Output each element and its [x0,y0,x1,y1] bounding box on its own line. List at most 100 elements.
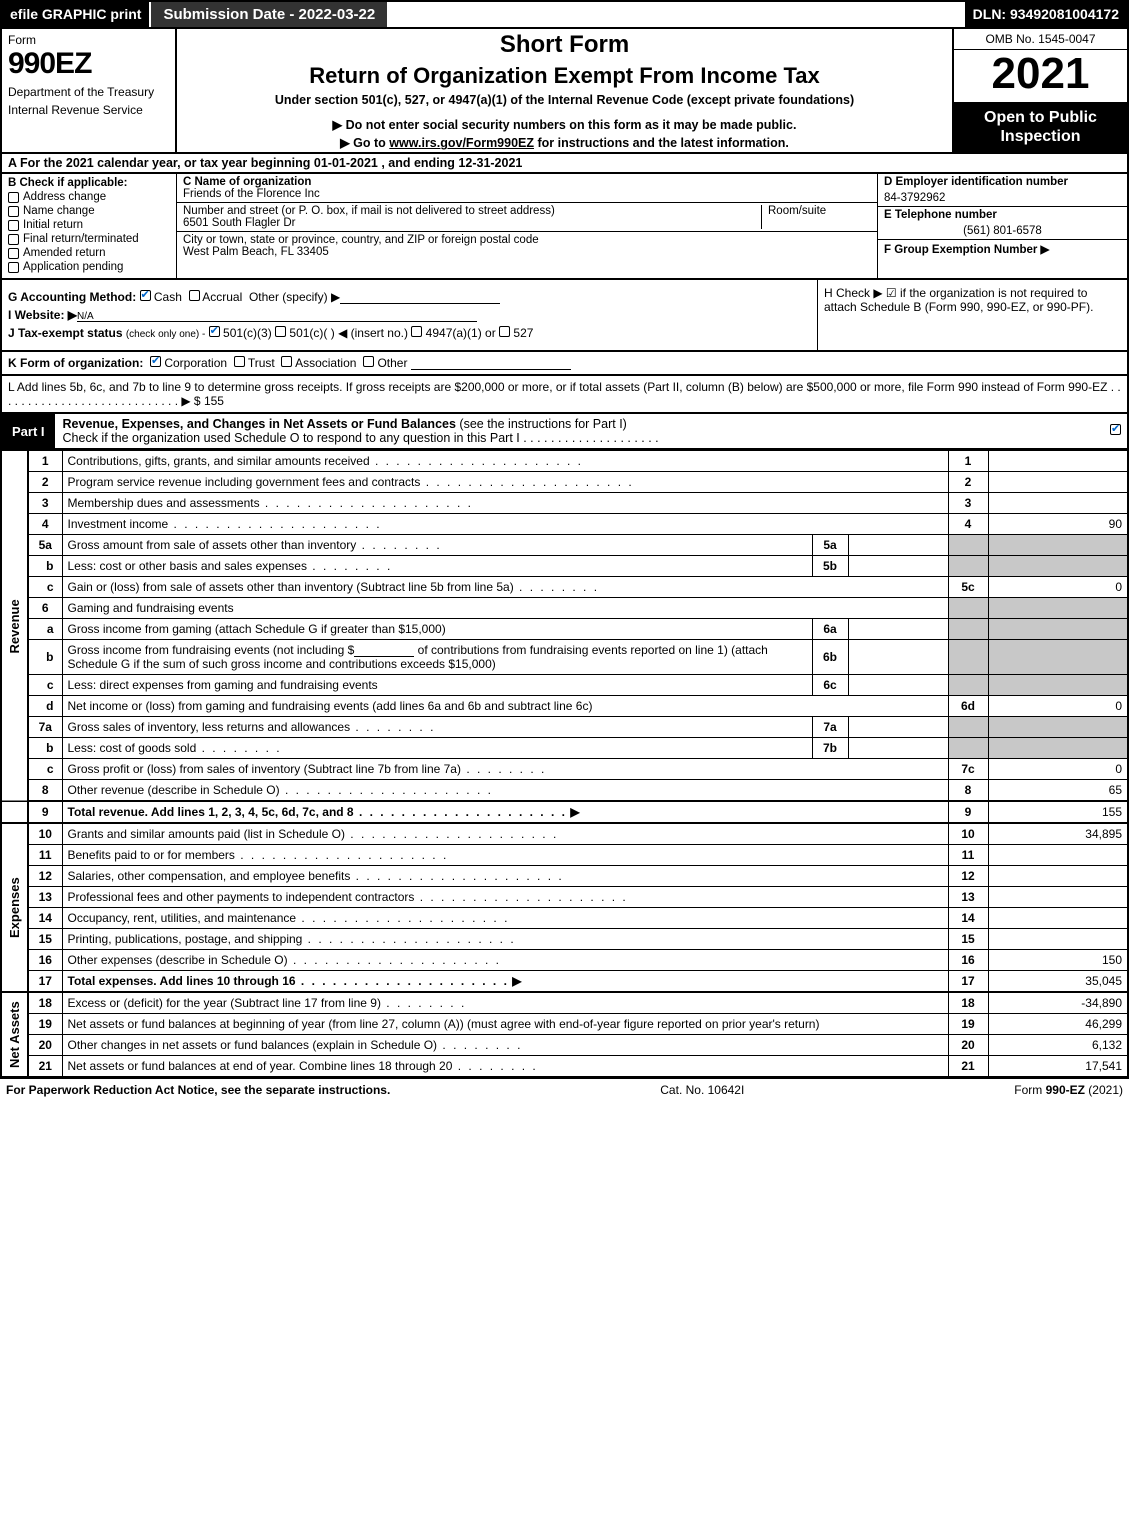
j-label: J Tax-exempt status [8,326,123,340]
line-rn: 1 [948,451,988,472]
line-num: 2 [28,472,62,493]
checkbox-527[interactable] [499,326,510,337]
footer-right-post: (2021) [1085,1083,1123,1097]
sub-label: 6a [812,619,848,640]
j-501c3: 501(c)(3) [223,326,272,340]
line-rn-grey [948,535,988,556]
goto-link[interactable]: www.irs.gov/Form990EZ [389,136,534,150]
line-rn-grey [948,675,988,696]
g-other-field[interactable] [340,290,500,304]
line-rn-grey [948,640,988,675]
table-row: 7a Gross sales of inventory, less return… [1,717,1128,738]
part-1-subtitle: Check if the organization used Schedule … [63,431,659,445]
k-trust: Trust [248,356,275,370]
table-row: 12 Salaries, other compensation, and emp… [1,866,1128,887]
line-desc: Gain or (loss) from sale of assets other… [68,580,600,594]
sub-val [848,535,948,556]
line-num: 14 [28,908,62,929]
checkbox-501c[interactable] [275,326,286,337]
line-rv: 90 [988,514,1128,535]
line-rn: 2 [948,472,988,493]
k-other-field[interactable] [411,356,571,370]
line-desc: Contributions, gifts, grants, and simila… [68,454,584,468]
goto-post: for instructions and the latest informat… [534,136,789,150]
line-rn: 14 [948,908,988,929]
line-desc: Other revenue (describe in Schedule O) [68,783,493,797]
row-a-tax-year: A For the 2021 calendar year, or tax yea… [0,154,1129,174]
return-of-title: Return of Organization Exempt From Incom… [183,63,946,89]
checkbox-final-return[interactable] [8,234,19,245]
j-501c: 501(c)( ) ◀ (insert no.) [289,326,408,340]
checkbox-initial-return[interactable] [8,220,19,231]
col-d-e-f: D Employer identification number 84-3792… [877,174,1127,278]
line-rn-grey [948,738,988,759]
sub-val [848,717,948,738]
line-desc: Salaries, other compensation, and employ… [68,869,564,883]
checkbox-address-change[interactable] [8,192,19,203]
label-application-pending: Application pending [23,261,123,273]
j-tax-exempt-line: J Tax-exempt status (check only one) - 5… [8,326,811,340]
checkbox-trust[interactable] [234,356,245,367]
checkbox-other-org[interactable] [363,356,374,367]
line-desc: Total expenses. Add lines 10 through 16 [68,974,509,988]
d-ein-label: D Employer identification number [884,176,1068,188]
line-rv [988,845,1128,866]
line-rv-grey [988,619,1128,640]
table-row: d Net income or (loss) from gaming and f… [1,696,1128,717]
topbar: efile GRAPHIC print Submission Date - 20… [0,0,1129,29]
ghi-left: G Accounting Method: Cash Accrual Other … [2,280,817,350]
line-rn: 16 [948,950,988,971]
label-initial-return: Initial return [23,219,83,231]
f-group-exemption-label: F Group Exemption Number ▶ [884,244,1049,256]
line-rv: 155 [988,801,1128,823]
sub-val [848,619,948,640]
table-row: 21 Net assets or fund balances at end of… [1,1056,1128,1078]
line-desc: Occupancy, rent, utilities, and maintena… [68,911,510,925]
sub-val [848,738,948,759]
table-row: 3 Membership dues and assessments 3 [1,493,1128,514]
line-desc: Gross profit or (loss) from sales of inv… [68,762,547,776]
line6b-blank[interactable] [354,643,414,657]
table-row: 9 Total revenue. Add lines 1, 2, 3, 4, 5… [1,801,1128,823]
checkbox-4947[interactable] [411,326,422,337]
line-rn-grey [948,598,988,619]
line-desc: Total revenue. Add lines 1, 2, 3, 4, 5c,… [68,805,567,819]
checkbox-application-pending[interactable] [8,262,19,273]
block-b-through-f: B Check if applicable: Address change Na… [0,174,1129,280]
line-num: 12 [28,866,62,887]
line-rn: 12 [948,866,988,887]
line-rv: 65 [988,780,1128,802]
line-rv [988,887,1128,908]
c-city-label: City or town, state or province, country… [183,234,539,246]
line-num: b [28,556,62,577]
line-rn: 3 [948,493,988,514]
line-num: 10 [28,823,62,845]
checkbox-schedule-o[interactable] [1110,424,1121,435]
table-row: b Less: cost or other basis and sales ex… [1,556,1128,577]
table-row: 11 Benefits paid to or for members 11 [1,845,1128,866]
line-rv [988,929,1128,950]
line-rv: 150 [988,950,1128,971]
form-word: Form [8,33,169,47]
efile-print-label[interactable]: efile GRAPHIC print [2,2,149,27]
checkbox-amended-return[interactable] [8,248,19,259]
line-rn: 5c [948,577,988,598]
line-rn: 17 [948,971,988,993]
table-row: 8 Other revenue (describe in Schedule O)… [1,780,1128,802]
line-rv: 0 [988,696,1128,717]
line-num: 21 [28,1056,62,1078]
part-1-title: Revenue, Expenses, and Changes in Net As… [55,414,1127,448]
checkbox-cash[interactable] [140,290,151,301]
checkbox-name-change[interactable] [8,206,19,217]
dept-treasury: Department of the Treasury [8,85,169,99]
line-num: b [28,640,62,675]
checkbox-association[interactable] [281,356,292,367]
part-1-label: Part I [2,420,55,443]
checkbox-corporation[interactable] [150,356,161,367]
line-num: 4 [28,514,62,535]
checkbox-accrual[interactable] [189,290,200,301]
checkbox-501c3[interactable] [209,326,220,337]
line-rv [988,493,1128,514]
g-other: Other (specify) ▶ [249,290,340,304]
line-num: a [28,619,62,640]
